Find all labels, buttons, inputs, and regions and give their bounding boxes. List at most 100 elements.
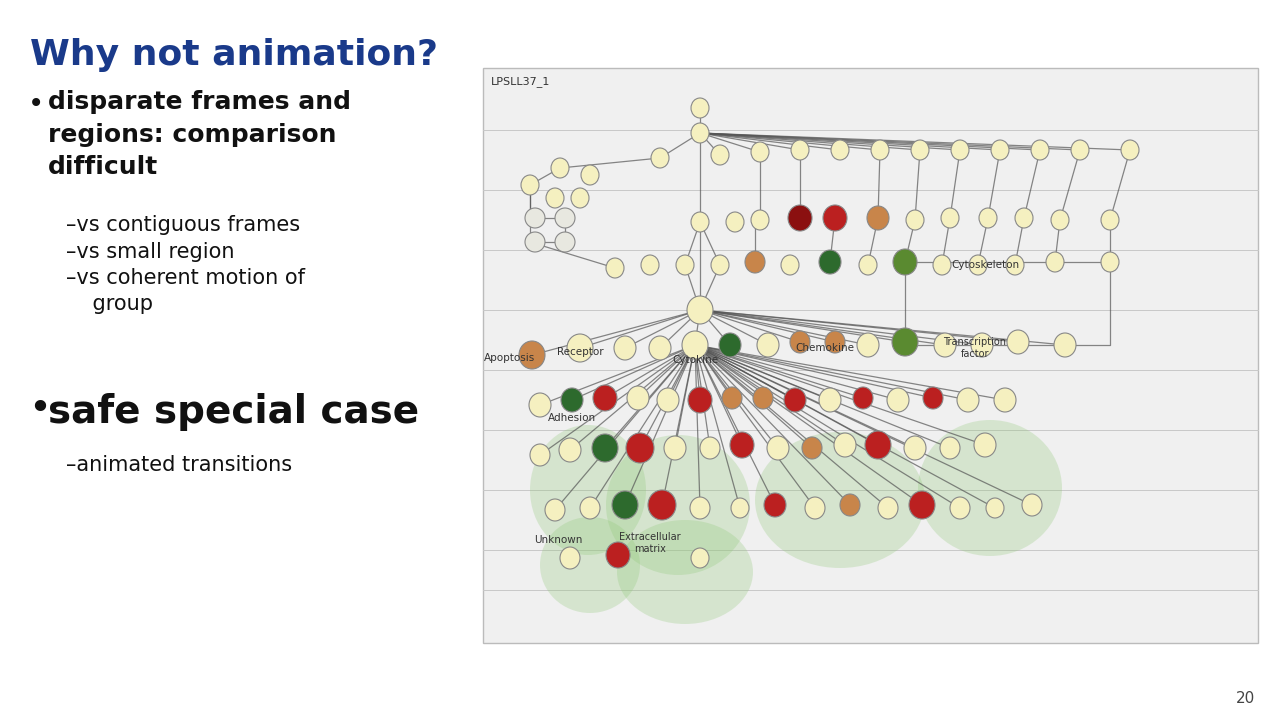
Text: •: • — [28, 90, 45, 118]
Ellipse shape — [730, 432, 754, 458]
Ellipse shape — [691, 98, 709, 118]
Ellipse shape — [957, 388, 979, 412]
Text: Cytokine: Cytokine — [672, 355, 718, 365]
Ellipse shape — [580, 497, 600, 519]
Ellipse shape — [710, 145, 730, 165]
Ellipse shape — [690, 497, 710, 519]
Ellipse shape — [940, 437, 960, 459]
Ellipse shape — [870, 140, 890, 160]
Ellipse shape — [995, 388, 1016, 412]
Ellipse shape — [550, 158, 570, 178]
Ellipse shape — [1007, 330, 1029, 354]
Ellipse shape — [518, 341, 545, 369]
Ellipse shape — [521, 175, 539, 195]
Ellipse shape — [559, 438, 581, 462]
Ellipse shape — [700, 437, 719, 459]
Ellipse shape — [525, 208, 545, 228]
Text: LPSLL37_1: LPSLL37_1 — [492, 76, 550, 87]
Ellipse shape — [561, 388, 582, 412]
Ellipse shape — [803, 437, 822, 459]
Ellipse shape — [941, 208, 959, 228]
Text: –vs contiguous frames: –vs contiguous frames — [67, 215, 300, 235]
Ellipse shape — [756, 333, 780, 357]
Ellipse shape — [767, 436, 788, 460]
Ellipse shape — [831, 140, 849, 160]
Text: Cytoskeleton: Cytoskeleton — [951, 260, 1019, 270]
Ellipse shape — [556, 208, 575, 228]
Ellipse shape — [909, 491, 934, 519]
Ellipse shape — [865, 431, 891, 459]
Ellipse shape — [1051, 210, 1069, 230]
Text: 20: 20 — [1235, 691, 1254, 706]
Ellipse shape — [605, 435, 750, 575]
Ellipse shape — [826, 331, 845, 353]
Ellipse shape — [689, 387, 712, 413]
Ellipse shape — [556, 232, 575, 252]
Ellipse shape — [751, 142, 769, 162]
Ellipse shape — [591, 434, 618, 462]
Ellipse shape — [974, 433, 996, 457]
Ellipse shape — [1015, 208, 1033, 228]
Ellipse shape — [823, 205, 847, 231]
Text: Unknown: Unknown — [534, 535, 582, 545]
Ellipse shape — [605, 542, 630, 568]
Ellipse shape — [819, 250, 841, 274]
Ellipse shape — [805, 497, 826, 519]
Text: Adhesion: Adhesion — [548, 413, 596, 423]
Ellipse shape — [1053, 333, 1076, 357]
Text: Chemokine: Chemokine — [795, 343, 855, 353]
Ellipse shape — [835, 433, 856, 457]
Ellipse shape — [691, 212, 709, 232]
Text: –vs coherent motion of
    group: –vs coherent motion of group — [67, 268, 305, 315]
Ellipse shape — [986, 498, 1004, 518]
Ellipse shape — [858, 333, 879, 357]
Ellipse shape — [593, 385, 617, 411]
Ellipse shape — [648, 490, 676, 520]
Ellipse shape — [529, 393, 550, 417]
Ellipse shape — [781, 255, 799, 275]
Ellipse shape — [969, 255, 987, 275]
Ellipse shape — [626, 433, 654, 463]
Text: safe special case: safe special case — [49, 393, 419, 431]
Ellipse shape — [783, 388, 806, 412]
Ellipse shape — [790, 331, 810, 353]
Text: disparate frames and
regions: comparison
difficult: disparate frames and regions: comparison… — [49, 90, 351, 179]
Ellipse shape — [906, 210, 924, 230]
Ellipse shape — [933, 255, 951, 275]
Ellipse shape — [892, 328, 918, 356]
Ellipse shape — [605, 258, 625, 278]
Ellipse shape — [893, 249, 916, 275]
Ellipse shape — [1121, 140, 1139, 160]
Ellipse shape — [649, 336, 671, 360]
Ellipse shape — [719, 333, 741, 357]
Ellipse shape — [755, 432, 925, 568]
Ellipse shape — [972, 333, 993, 357]
Ellipse shape — [657, 388, 678, 412]
Ellipse shape — [764, 493, 786, 517]
Ellipse shape — [614, 336, 636, 360]
Ellipse shape — [682, 331, 708, 359]
Ellipse shape — [867, 206, 890, 230]
Ellipse shape — [687, 296, 713, 324]
Ellipse shape — [751, 210, 769, 230]
Ellipse shape — [726, 212, 744, 232]
Ellipse shape — [745, 251, 765, 273]
Ellipse shape — [859, 255, 877, 275]
Ellipse shape — [691, 548, 709, 568]
Ellipse shape — [1101, 210, 1119, 230]
Ellipse shape — [627, 386, 649, 410]
Ellipse shape — [1021, 494, 1042, 516]
Text: –vs small region: –vs small region — [67, 242, 234, 262]
Ellipse shape — [852, 387, 873, 409]
Ellipse shape — [641, 255, 659, 275]
Ellipse shape — [731, 498, 749, 518]
Ellipse shape — [1046, 252, 1064, 272]
Ellipse shape — [545, 499, 564, 521]
Text: Transcription
factor: Transcription factor — [943, 337, 1006, 359]
Text: –animated transitions: –animated transitions — [67, 455, 292, 475]
Ellipse shape — [617, 520, 753, 624]
Ellipse shape — [1006, 255, 1024, 275]
Ellipse shape — [547, 188, 564, 208]
Ellipse shape — [840, 494, 860, 516]
Text: Apoptosis: Apoptosis — [484, 353, 535, 363]
